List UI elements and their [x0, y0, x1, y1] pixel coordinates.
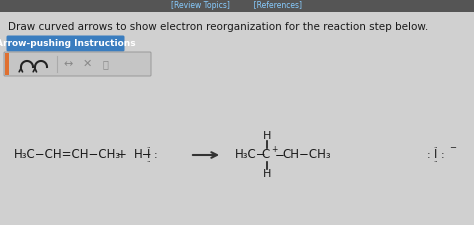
Text: H−: H− — [134, 148, 153, 162]
Text: I: I — [147, 148, 151, 162]
Text: :: : — [441, 150, 445, 160]
Text: +: + — [271, 144, 277, 153]
Text: Arrow-pushing Instructions: Arrow-pushing Instructions — [0, 39, 135, 48]
Text: ↔: ↔ — [64, 59, 73, 69]
Text: −: − — [449, 144, 456, 153]
Text: [Review Topics]          [References]: [Review Topics] [References] — [172, 2, 302, 11]
Text: :: : — [427, 150, 431, 160]
Text: ··: ·· — [434, 159, 438, 165]
FancyBboxPatch shape — [4, 52, 151, 76]
Text: C: C — [262, 148, 270, 162]
Bar — [0, 0, 474, 12]
Text: I: I — [434, 148, 438, 162]
Text: ··: ·· — [434, 145, 438, 151]
Text: 🗑: 🗑 — [102, 59, 108, 69]
FancyBboxPatch shape — [7, 36, 125, 52]
Text: H: H — [263, 169, 271, 179]
Text: +: + — [117, 148, 127, 162]
Text: ✕: ✕ — [82, 59, 91, 69]
Text: H₃C−: H₃C− — [235, 148, 266, 162]
Text: Draw curved arrows to show electron reorganization for the reaction step below.: Draw curved arrows to show electron reor… — [8, 22, 428, 32]
Text: :: : — [154, 150, 158, 160]
Text: ··: ·· — [147, 159, 151, 165]
Bar — [5, 53, 9, 75]
Text: H: H — [263, 131, 271, 141]
Text: −: − — [275, 148, 285, 162]
Text: ··: ·· — [147, 145, 151, 151]
Text: H₃C−CH=CH−CH₃: H₃C−CH=CH−CH₃ — [14, 148, 121, 162]
Text: CH−CH₃: CH−CH₃ — [282, 148, 331, 162]
